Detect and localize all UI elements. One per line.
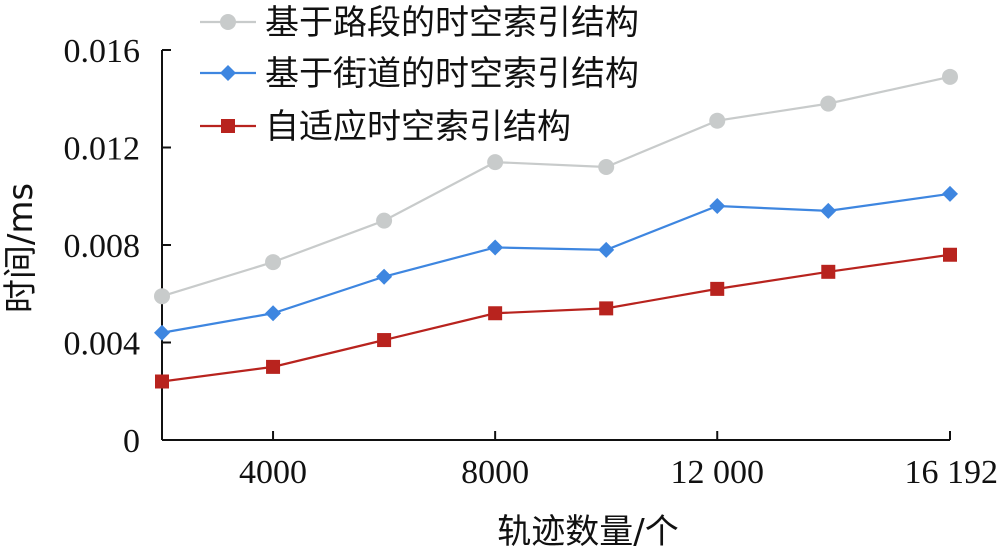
series-2-point [820,202,837,219]
series-1-point [154,288,170,305]
series-3-point [821,264,836,279]
series-2-point [598,241,615,258]
series-2-point [154,324,170,341]
series-1-line [161,75,951,298]
series-1-point [820,95,837,112]
legend-item-1: 基于路段的时空索引结构 [200,3,639,43]
series-3-line [161,253,951,383]
series-3-point [377,333,392,348]
series-2-line [161,192,951,334]
y-tick-label: 0 [123,423,140,460]
x-tick-label: 16 192 [905,454,999,491]
x-tick-label: 8000 [461,454,529,491]
series-2-point [709,198,726,214]
y-tick-label: 0.012 [64,131,141,168]
y-tick-label: 0.008 [64,228,141,265]
legend-item-2: 基于街道的时空索引结构 [200,54,639,94]
series-1-point [487,154,504,171]
x-tick-label: 12 000 [670,454,764,491]
series-1-point [598,159,615,175]
x-axis-title: 轨迹数量/个 [497,512,678,552]
x-tick-label: 4000 [239,454,307,491]
legend-swatch-marker [221,119,235,133]
series-2 [154,185,958,341]
y-tick-label: 0.004 [64,326,141,363]
series-3-point [488,306,503,321]
legend-swatch-marker [220,65,236,81]
legend-item-3: 自适应时空索引结构 [200,107,571,147]
series-2-point [942,185,958,202]
series-3 [155,247,957,389]
legend-label: 基于路段的时空索引结构 [265,3,639,43]
x-ticks: 4000 8000 12 000 16 192 [239,431,998,491]
legend-label: 基于街道的时空索引结构 [265,54,639,94]
series-1-point [709,112,726,129]
series-2-point [487,239,504,256]
legend-label: 自适应时空索引结构 [265,107,571,147]
series-3-point [155,374,169,389]
y-axis-title: 时间/ms [1,183,41,313]
y-tick-label: 0.016 [64,33,141,70]
series-2-point [376,268,393,285]
series-layer [154,68,958,389]
legend-swatch-marker [220,14,236,30]
series-1-point [376,212,393,229]
series-3-point [266,359,281,374]
series-1 [154,68,958,305]
series-3-point [943,247,957,262]
series-3-point [599,301,614,316]
series-1-point [265,254,282,271]
series-1-point [942,68,958,85]
series-3-point [710,281,725,296]
series-2-point [265,305,282,322]
y-ticks: 0 0.004 0.008 0.012 0.016 [64,33,171,460]
